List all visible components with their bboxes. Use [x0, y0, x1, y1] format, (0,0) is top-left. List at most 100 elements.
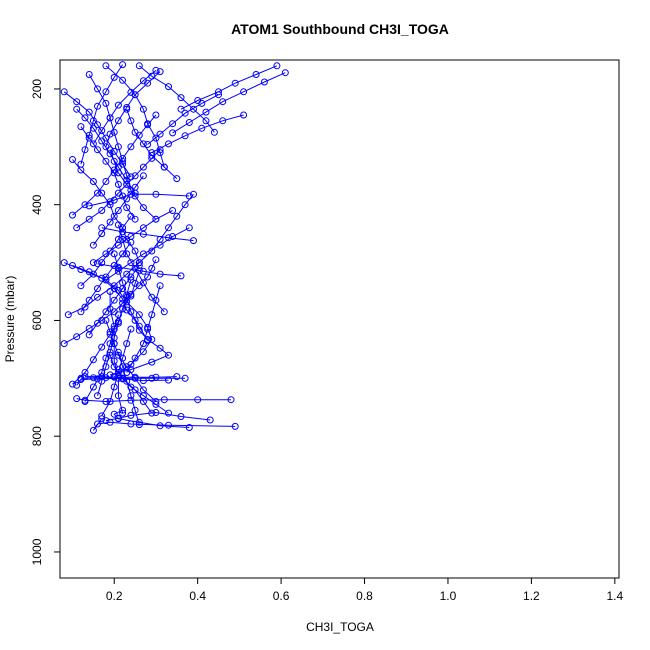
- data-point: [181, 374, 189, 382]
- data-point: [114, 117, 122, 125]
- data-point: [156, 130, 164, 138]
- data-point: [110, 212, 118, 220]
- y-axis: 200 400 600 800 1000: [30, 79, 61, 565]
- data-point: [177, 105, 185, 113]
- series-29: [102, 68, 164, 151]
- data-point: [231, 79, 239, 87]
- data-point: [114, 369, 122, 376]
- data-point: [94, 146, 101, 154]
- data-point: [139, 250, 147, 258]
- data-point: [81, 201, 89, 209]
- data-point: [206, 416, 214, 424]
- data-point: [73, 105, 81, 113]
- data-point: [131, 192, 139, 200]
- data-point: [94, 121, 101, 129]
- data-point: [156, 344, 164, 352]
- data-point: [144, 325, 152, 333]
- data-point: [102, 178, 110, 185]
- chart-title: ATOM1 Southbound CH3I_TOGA: [231, 21, 449, 37]
- data-point: [73, 224, 81, 232]
- data-point: [135, 421, 143, 429]
- data-point: [127, 238, 135, 246]
- data-point: [114, 392, 122, 400]
- data-point: [165, 421, 172, 429]
- data-point: [102, 417, 110, 425]
- data-point: [98, 127, 106, 135]
- data-point: [181, 109, 189, 117]
- data-point: [119, 374, 127, 382]
- data-point: [119, 157, 127, 165]
- data-point: [98, 259, 106, 267]
- data-point: [160, 163, 168, 171]
- data-point: [110, 363, 118, 371]
- data-point: [181, 132, 189, 140]
- data-point: [127, 173, 135, 181]
- data-point: [127, 292, 135, 300]
- series-line: [126, 285, 161, 373]
- data-point: [119, 406, 127, 414]
- series-line: [113, 409, 190, 428]
- data-point: [152, 409, 160, 416]
- data-point: [77, 123, 85, 131]
- data-point: [227, 396, 235, 404]
- data-point: [169, 120, 177, 128]
- series-line: [76, 377, 186, 386]
- data-point: [148, 358, 156, 366]
- data-point: [98, 412, 106, 420]
- data-point: [106, 218, 114, 226]
- data-point: [77, 160, 85, 168]
- data-point: [131, 91, 139, 99]
- data-point: [89, 241, 97, 249]
- data-point: [110, 250, 118, 258]
- data-point: [139, 224, 147, 232]
- series-line: [72, 265, 153, 378]
- x-tick-label: 0.4: [189, 589, 206, 603]
- series-46: [110, 250, 152, 345]
- series-line: [80, 242, 132, 313]
- data-point: [202, 108, 210, 116]
- data-point: [85, 71, 93, 78]
- data-point: [131, 386, 139, 394]
- data-point: [131, 374, 139, 382]
- data-point: [165, 376, 172, 384]
- data-point: [114, 264, 122, 272]
- data-point: [123, 180, 131, 188]
- data-point: [114, 235, 122, 243]
- data-point: [110, 410, 118, 418]
- data-point: [119, 76, 127, 84]
- series-line: [105, 411, 211, 422]
- data-point: [131, 264, 139, 272]
- series-line: [92, 70, 157, 145]
- data-point: [165, 224, 172, 232]
- data-point: [106, 351, 114, 359]
- series-line: [84, 314, 119, 402]
- series-line: [80, 216, 132, 287]
- data-point: [131, 354, 139, 362]
- data-point: [148, 293, 156, 301]
- data-point: [77, 374, 85, 382]
- series-line: [101, 227, 194, 242]
- data-point: [89, 117, 97, 125]
- data-point: [114, 180, 122, 188]
- data-point: [131, 128, 139, 136]
- data-point: [127, 143, 135, 151]
- data-point: [173, 175, 181, 183]
- data-point: [198, 124, 206, 132]
- data-point: [69, 211, 76, 219]
- data-point: [73, 98, 81, 106]
- series-42: [89, 172, 147, 249]
- data-point: [89, 374, 97, 382]
- data-point: [273, 62, 281, 70]
- data-point: [110, 169, 118, 177]
- data-point: [240, 111, 248, 119]
- series-line: [105, 71, 161, 147]
- data-point: [131, 406, 139, 414]
- data-point: [127, 212, 135, 220]
- y-tick-label: 1000: [30, 538, 44, 565]
- data-point: [152, 400, 160, 408]
- data-point: [173, 212, 181, 220]
- series-25: [169, 69, 289, 137]
- data-point: [106, 288, 114, 295]
- data-point: [139, 398, 147, 405]
- data-point: [148, 264, 156, 272]
